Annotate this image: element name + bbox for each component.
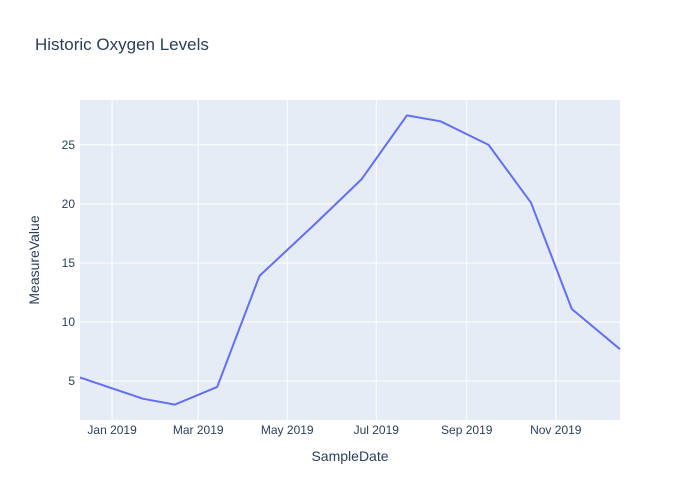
- grid-lines: [80, 100, 620, 420]
- y-tick-label: 15: [62, 256, 76, 270]
- y-tick-label: 5: [68, 374, 75, 388]
- tick-labels: 5 10 15 20 25 Jan 2019 Mar 2019 May 2019 Jul 201…: [62, 138, 582, 437]
- y-tick-label: 25: [62, 138, 76, 152]
- x-tick-label: Jul 2019: [354, 423, 400, 437]
- x-tick-label: Nov 2019: [530, 423, 582, 437]
- y-tick-label: 10: [62, 315, 76, 329]
- x-tick-label: Jan 2019: [87, 423, 137, 437]
- y-tick-label: 20: [62, 197, 76, 211]
- x-tick-label: May 2019: [261, 423, 314, 437]
- y-axis-title: MeasureValue: [26, 215, 42, 304]
- chart-title: Historic Oxygen Levels: [35, 35, 209, 54]
- x-tick-label: Sep 2019: [441, 423, 493, 437]
- series-line: [79, 114, 621, 406]
- series-layer: [79, 114, 621, 406]
- x-tick-label: Mar 2019: [173, 423, 224, 437]
- x-axis-title: SampleDate: [311, 448, 388, 464]
- plot-background: [80, 100, 620, 420]
